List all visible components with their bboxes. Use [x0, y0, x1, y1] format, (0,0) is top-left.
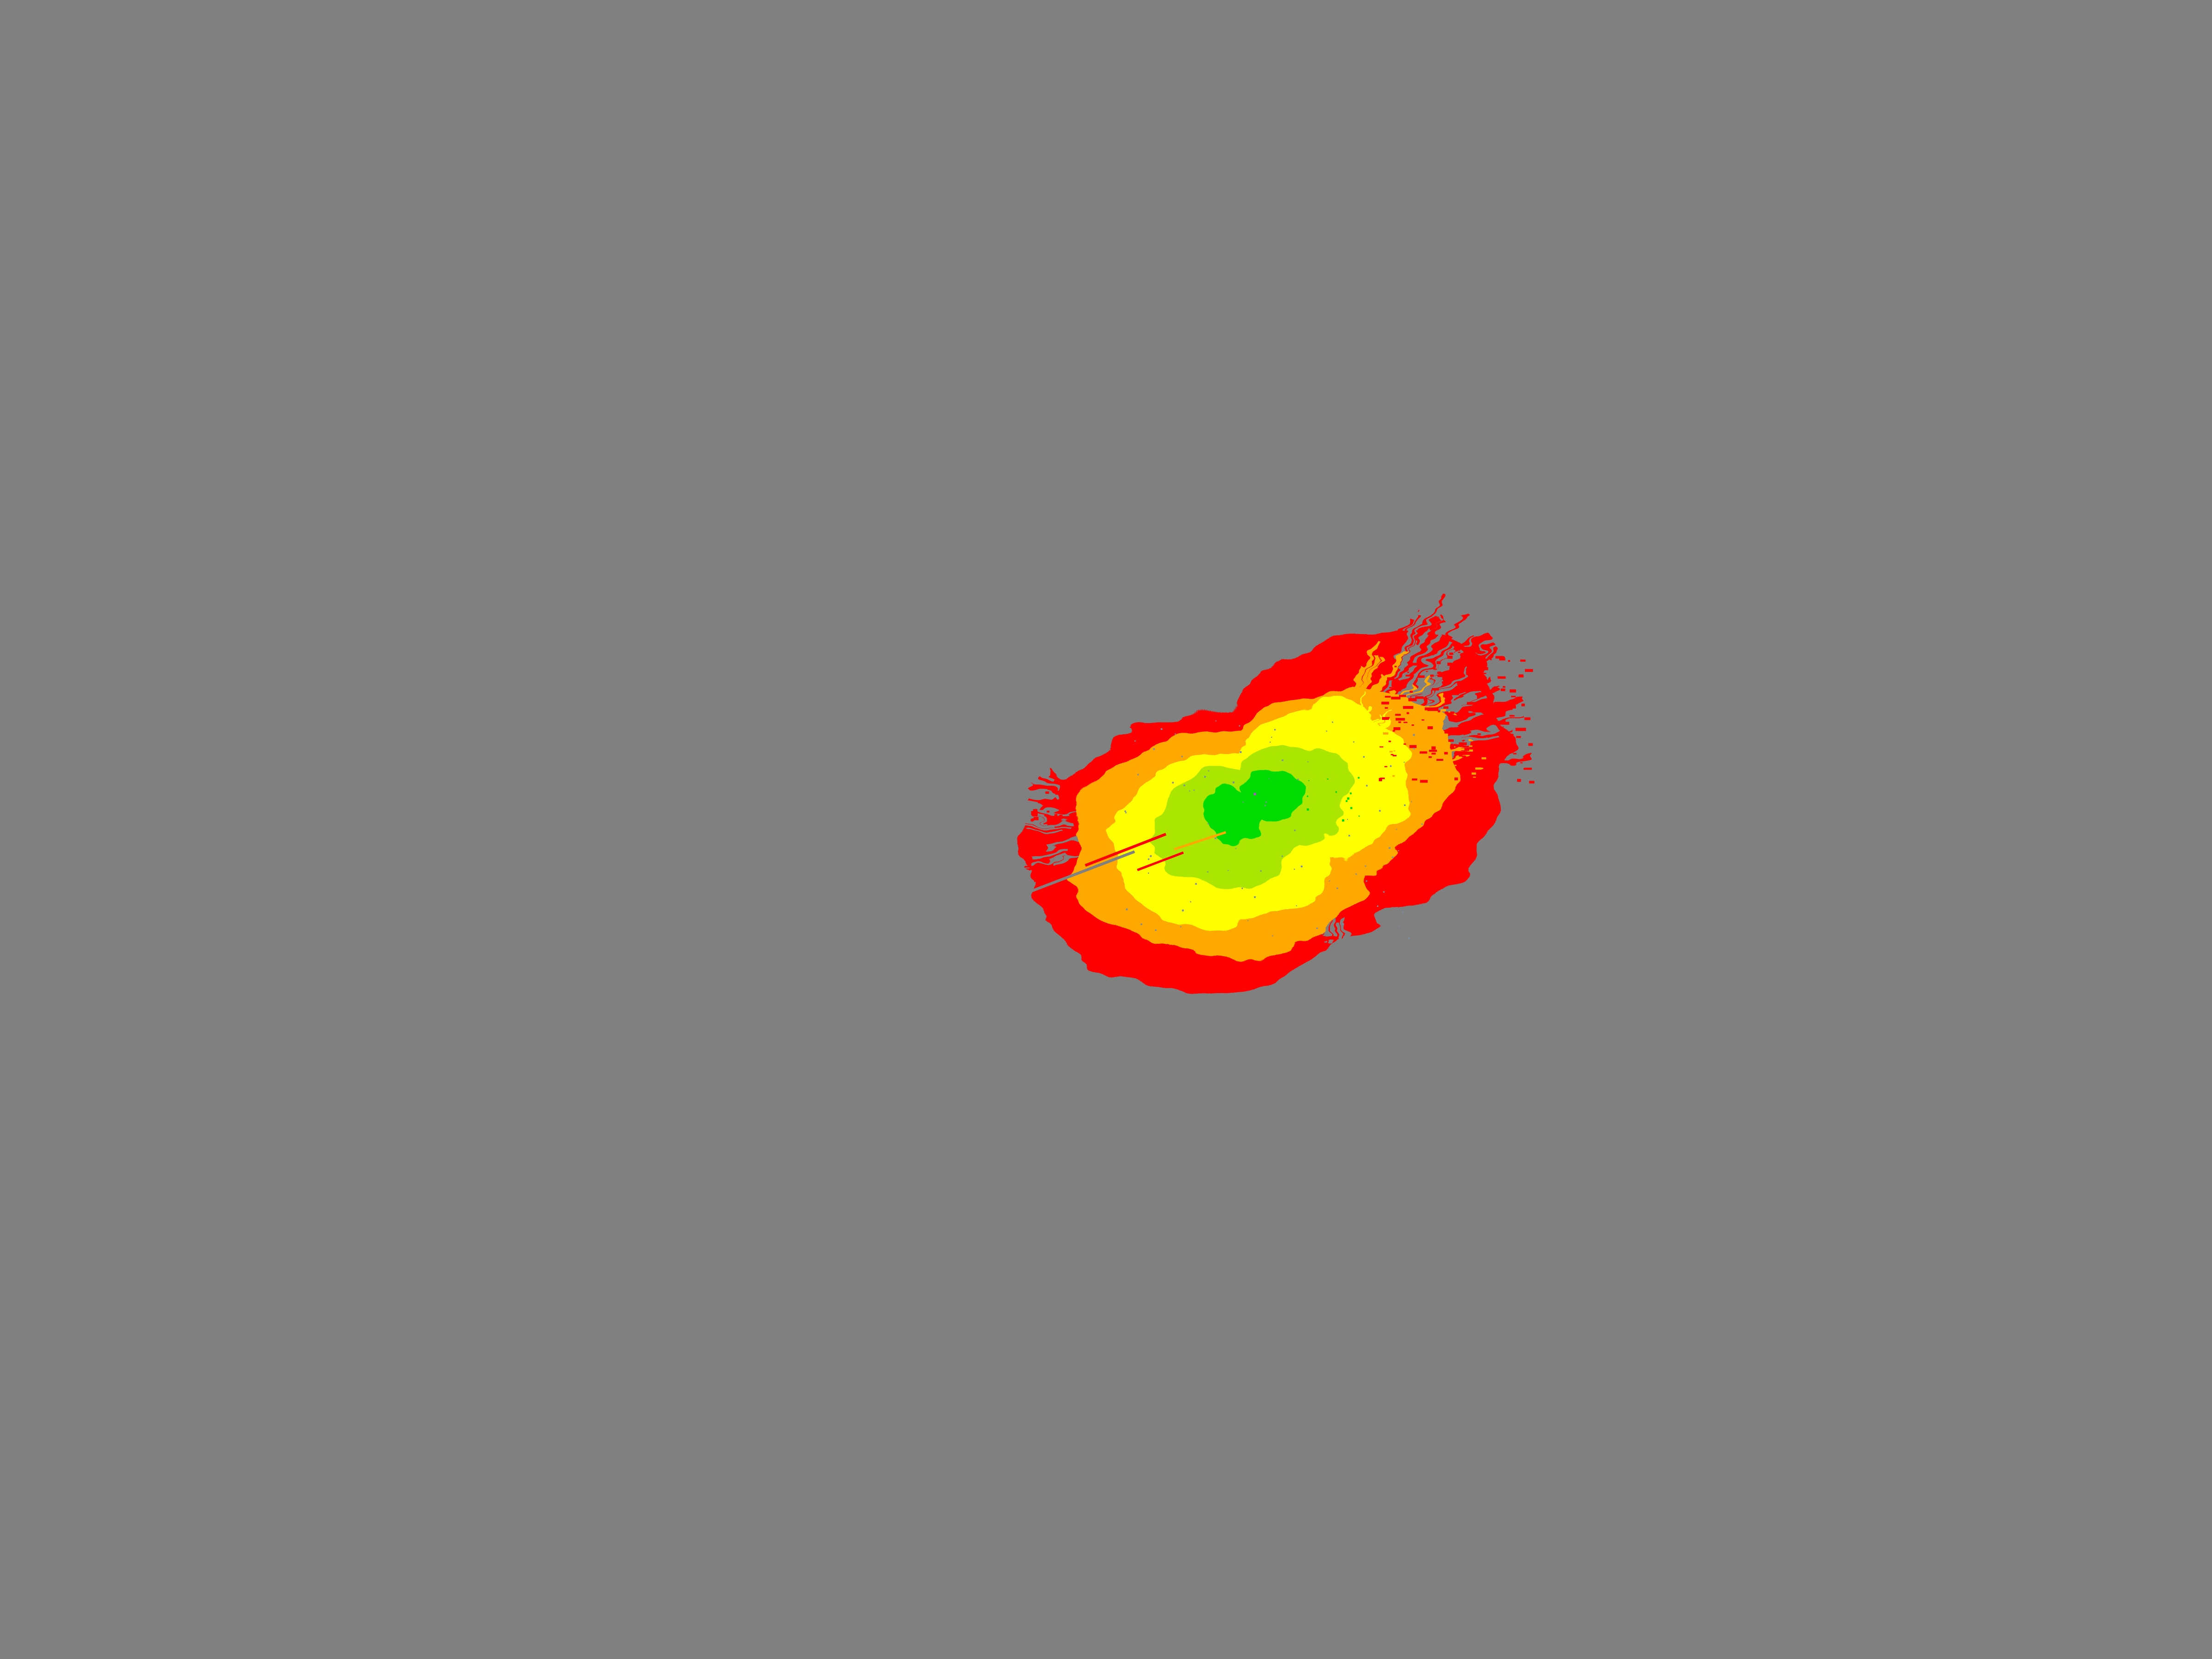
dots-core-green-specks [1306, 777, 1360, 822]
dots-interior-dark-specks [1124, 720, 1423, 939]
dots-ne-red-speckle [1378, 649, 1535, 784]
dot-purple-speck [1253, 793, 1256, 795]
dots-w-red-specks [1031, 786, 1068, 820]
dot-ne-lone-red-speck [1501, 656, 1505, 660]
rays-ne-yellow-streaks [1342, 691, 1405, 768]
band-green [1205, 770, 1305, 845]
dots-ne-orange-speckle [1382, 709, 1487, 778]
dot-yellow-pinhole [1235, 758, 1237, 761]
sw-shadow-lines [1028, 831, 1226, 894]
